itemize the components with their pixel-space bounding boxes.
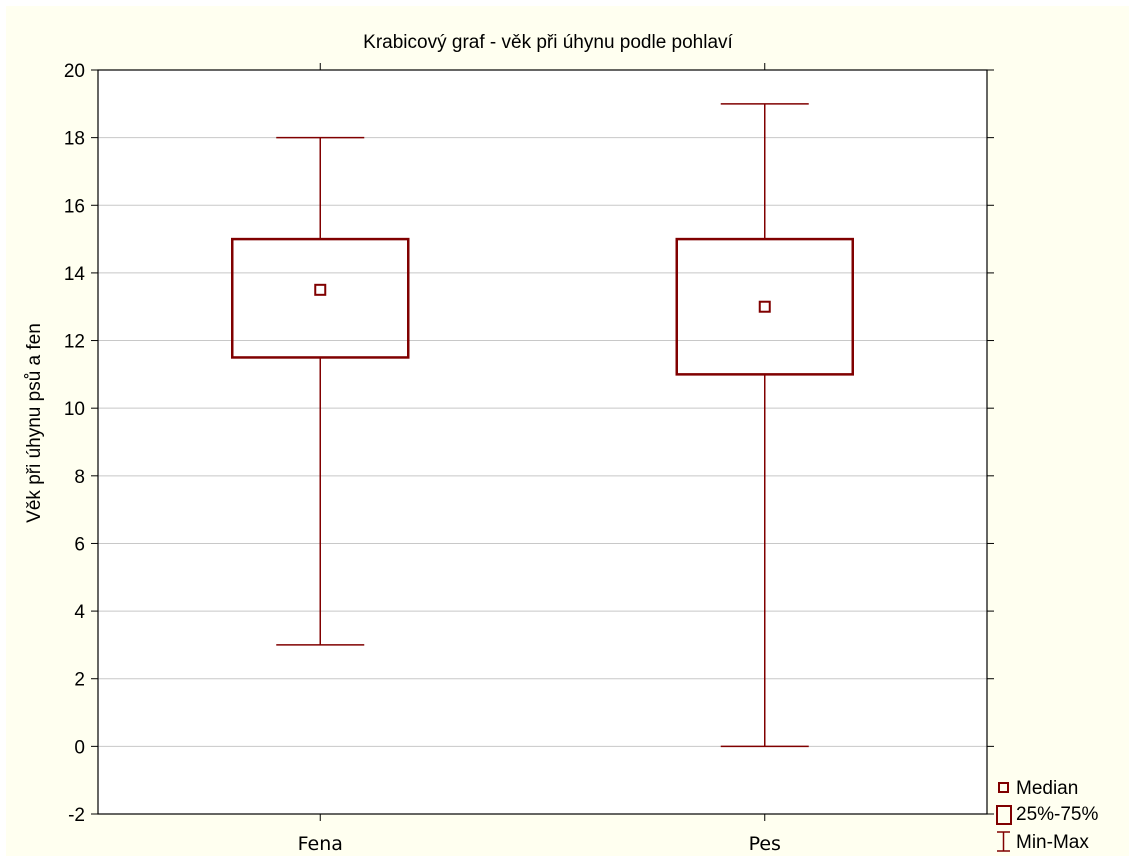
legend-whisker-icon: [997, 831, 1010, 852]
x-category-label: Fena: [298, 833, 343, 855]
box-pes: [675, 103, 854, 748]
x-category-label: Pes: [749, 833, 781, 855]
chart-title: Krabicový graf - věk při úhynu podle poh…: [363, 32, 733, 53]
y-tick-label: 8: [74, 467, 85, 488]
box-fena: [231, 136, 410, 646]
y-tick-label: 6: [74, 534, 85, 555]
y-tick-label: 16: [64, 196, 85, 217]
y-tick-label: -2: [68, 805, 85, 826]
median-marker: [758, 300, 771, 313]
median-marker: [314, 283, 327, 296]
plot-border: [97, 69, 988, 815]
y-tick-label: 0: [74, 737, 85, 758]
grid-lines: [98, 70, 987, 814]
plot-background: [98, 70, 987, 814]
y-tick-label: 18: [64, 129, 85, 150]
legend-whisker-label: Min-Max: [1016, 832, 1089, 853]
legend-median-icon: [998, 782, 1009, 793]
axes: -2 0 2 4 6 8 10 12 14 16 18 20 Fena Pes: [64, 61, 994, 855]
box-plot-chart: Krabicový graf - věk při úhynu podle poh…: [24, 32, 1098, 855]
iqr-box: [231, 237, 410, 359]
y-tick-label: 10: [64, 399, 85, 420]
legend-box-label: 25%-75%: [1016, 804, 1098, 825]
legend-box-icon: [996, 805, 1012, 825]
y-axis-label: Věk při úhynu psů a fen: [24, 323, 45, 523]
plot-area: [231, 103, 854, 748]
chart-frame: Krabicový graf - věk při úhynu podle poh…: [6, 6, 1129, 856]
y-tick-label: 2: [74, 670, 85, 691]
y-tick-label: 14: [64, 264, 86, 285]
legend-median-label: Median: [1016, 778, 1078, 799]
iqr-box: [675, 237, 854, 376]
y-tick-label: 4: [74, 602, 85, 623]
legend: Median 25%-75% Min-Max: [996, 778, 1098, 853]
y-tick-label: 20: [64, 61, 85, 82]
y-tick-label: 12: [64, 332, 85, 353]
